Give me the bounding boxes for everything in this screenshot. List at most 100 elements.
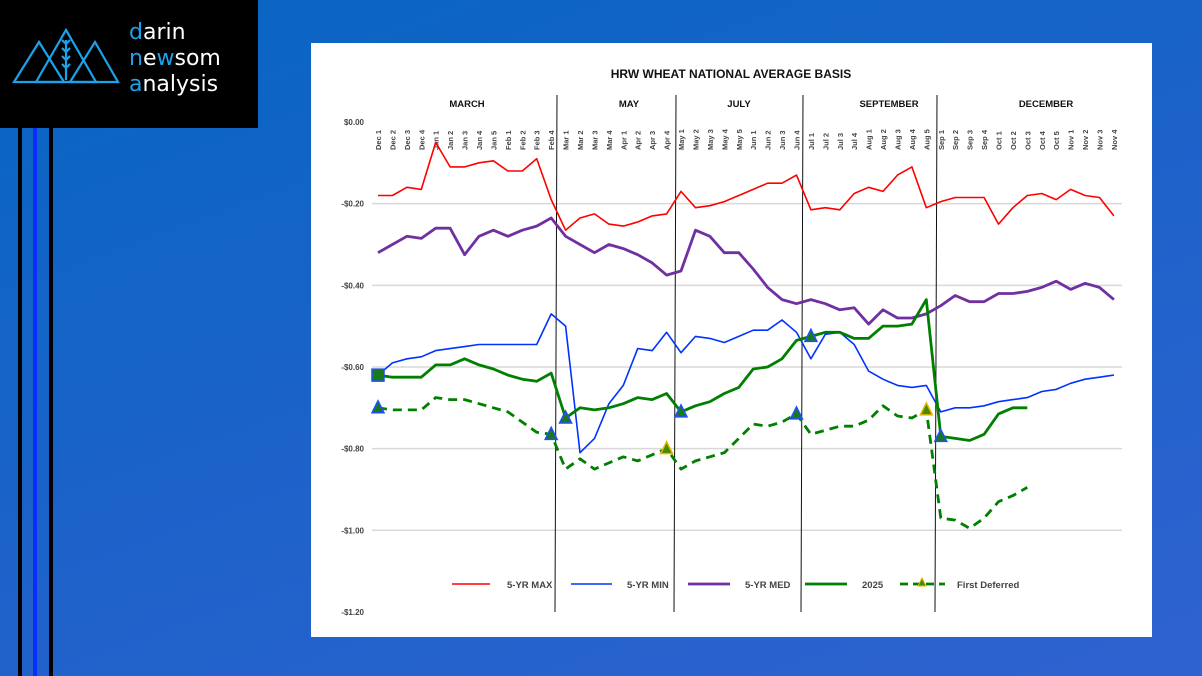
x-tick-label: Nov 4	[1110, 129, 1119, 150]
y-tick-label: -$1.20	[341, 608, 364, 617]
decor-line-blue	[33, 128, 37, 676]
x-tick-label: May 5	[735, 129, 744, 150]
x-tick-label: Aug 3	[893, 129, 902, 150]
x-tick-label: Aug 5	[922, 129, 931, 150]
section-label: JULY	[727, 99, 751, 110]
section-label: DECEMBER	[1019, 99, 1074, 110]
series-line-5-yr-med	[377, 216, 1115, 326]
chart-title: HRW WHEAT NATIONAL AVERAGE BASIS	[611, 67, 851, 81]
x-tick-label: Aug 4	[908, 128, 917, 150]
section-divider	[673, 94, 677, 613]
data-marker-triangle	[803, 327, 819, 343]
x-tick-label: Apr 1	[619, 131, 628, 150]
x-tick-label: Jan 4	[475, 130, 484, 150]
x-tick-label: Jan 2	[446, 131, 455, 150]
y-tick-label: -$0.40	[341, 281, 364, 290]
x-tick-label: Sep 2	[951, 130, 960, 150]
x-tick-label: Oct 3	[1023, 131, 1032, 150]
x-tick-label: Jun 1	[749, 130, 758, 150]
legend-label: First Deferred	[957, 580, 1019, 591]
x-tick-label: Dec 4	[417, 129, 426, 150]
x-tick-label: Apr 2	[634, 131, 643, 150]
series-line-5-yr-max	[378, 141, 1115, 231]
x-tick-label: Feb 4	[547, 130, 556, 150]
x-tick-label: Jan 3	[461, 131, 470, 150]
x-tick-label: Apr 3	[648, 131, 657, 150]
logo-d: d	[129, 20, 143, 45]
data-marker-triangle	[370, 399, 386, 414]
x-tick-label: Sep 3	[966, 130, 975, 150]
x-tick-label: Aug 1	[865, 129, 874, 150]
y-tick-label: -$0.60	[341, 363, 364, 372]
y-tick-label: $0.00	[344, 118, 365, 127]
x-tick-label: Jul 4	[850, 132, 859, 150]
x-tick-label: Sep 1	[937, 130, 946, 150]
data-marker-square	[371, 368, 385, 382]
x-tick-label: Nov 1	[1067, 130, 1076, 150]
logo-n: n	[129, 46, 143, 71]
x-tick-label: Dec 3	[403, 130, 412, 150]
legend-label: 2025	[862, 580, 884, 591]
data-marker-triangle	[933, 427, 948, 443]
x-tick-label: Mar 1	[562, 130, 571, 150]
data-marker-triangle	[789, 405, 804, 420]
section-divider	[800, 94, 804, 613]
series-line-2025	[377, 298, 1028, 442]
x-tick-label: May 2	[691, 129, 700, 150]
x-tick-label: Jan 1	[432, 131, 441, 150]
y-tick-label: -$0.20	[341, 200, 364, 209]
x-tick-label: Aug 2	[879, 129, 888, 150]
x-tick-label: Apr 4	[663, 130, 672, 150]
logo-arin: arin	[142, 20, 186, 45]
y-tick-label: -$1.00	[341, 526, 364, 535]
decor-line-black-2	[49, 128, 53, 676]
x-tick-label: Dec 1	[374, 130, 383, 150]
logo-text: darin newsom analysis	[129, 20, 221, 98]
x-tick-label: May 3	[706, 129, 715, 150]
logo: darin newsom analysis	[0, 0, 258, 128]
data-marker-triangle	[558, 409, 573, 424]
data-marker-triangle	[659, 439, 674, 455]
legend-label: 5-YR MAX	[507, 580, 553, 591]
x-tick-label: Mar 2	[576, 130, 585, 150]
legend-label: 5-YR MIN	[627, 580, 669, 591]
section-label: SEPTEMBER	[859, 99, 918, 110]
x-tick-label: Feb 1	[504, 130, 513, 150]
x-tick-label: Nov 3	[1096, 130, 1105, 150]
legend-marker-triangle	[917, 576, 927, 587]
x-tick-label: Jan 5	[489, 131, 498, 150]
decor-line-black-1	[18, 128, 22, 676]
section-divider	[554, 94, 558, 613]
x-tick-label: Jul 2	[821, 133, 830, 150]
x-tick-label: Mar 3	[590, 130, 599, 150]
x-tick-label: Sep 4	[980, 129, 989, 150]
logo-nalysis: nalysis	[142, 72, 219, 97]
series-line-first-deferred	[377, 396, 1028, 530]
data-marker-triangle	[673, 403, 689, 418]
data-marker-triangle	[919, 401, 934, 416]
x-tick-label: Mar 4	[605, 130, 614, 150]
logo-e: e	[142, 46, 157, 71]
logo-w: w	[156, 46, 175, 71]
legend-label: 5-YR MED	[745, 580, 791, 591]
y-tick-label: -$0.80	[341, 445, 364, 454]
logo-som: som	[174, 46, 221, 71]
x-tick-label: May 1	[677, 129, 686, 150]
x-tick-label: Oct 4	[1038, 130, 1047, 150]
x-tick-label: Oct 2	[1009, 131, 1018, 150]
x-tick-label: Feb 2	[518, 130, 527, 150]
x-tick-label: Oct 1	[994, 131, 1003, 150]
x-tick-label: Oct 5	[1052, 131, 1061, 150]
x-tick-label: May 4	[720, 128, 729, 150]
x-tick-label: Jul 1	[807, 133, 816, 150]
x-tick-label: Nov 2	[1081, 130, 1090, 150]
series-line-5-yr-min	[377, 313, 1115, 454]
section-label: MARCH	[449, 99, 484, 110]
data-marker-triangle	[543, 425, 559, 441]
x-tick-label: Jun 3	[778, 130, 787, 150]
logo-a: a	[129, 72, 143, 97]
x-tick-label: Jun 4	[792, 130, 801, 150]
x-tick-label: Dec 2	[388, 130, 397, 150]
mountain-wheat-logo-icon	[12, 27, 120, 84]
